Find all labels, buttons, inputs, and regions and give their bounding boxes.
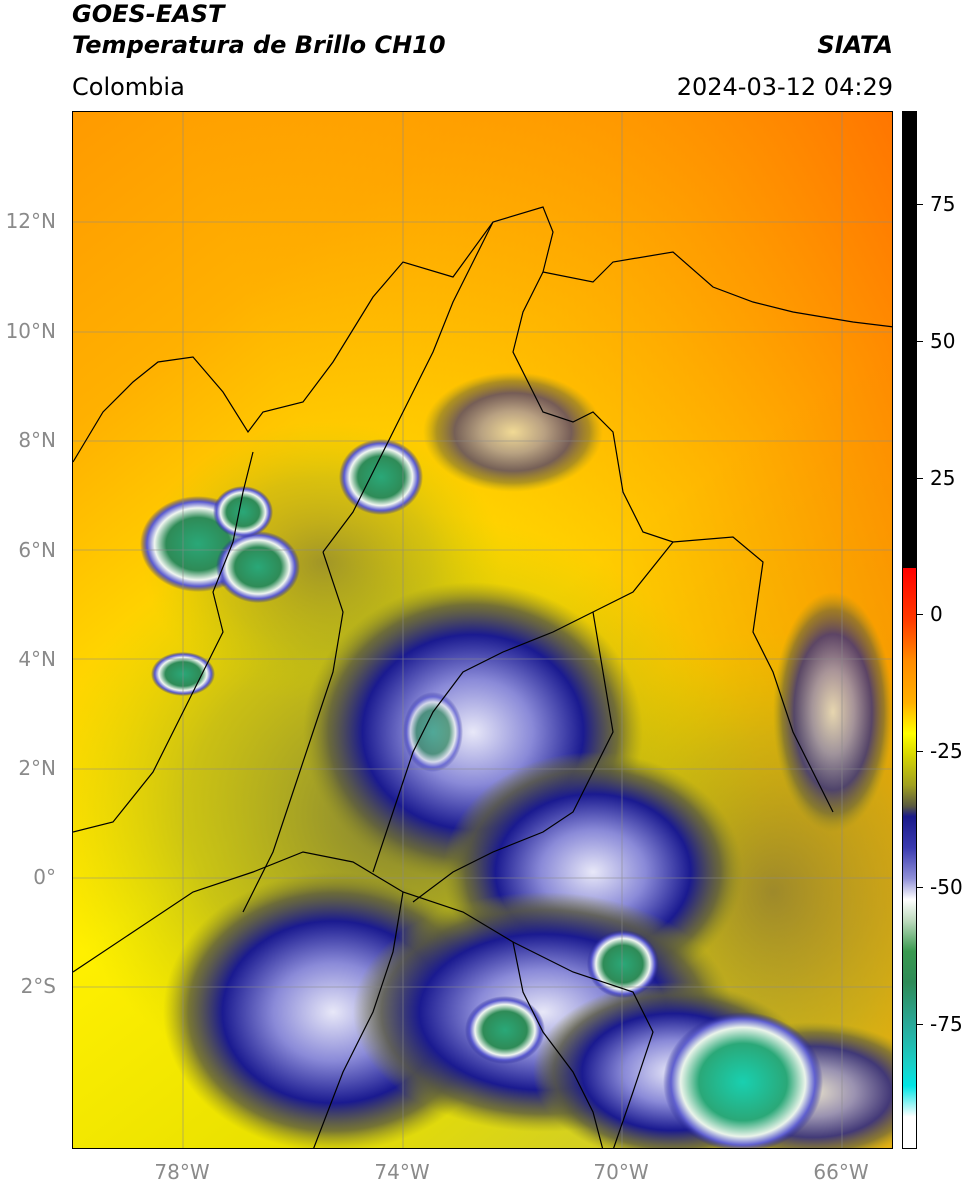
product-title: Temperatura de Brillo CH10 — [72, 31, 446, 59]
lat-label-4n: 4°N — [18, 647, 56, 671]
colorbar — [902, 111, 917, 1149]
colorbar-label-neg50: -50 — [930, 875, 963, 899]
borders — [73, 206, 892, 1148]
lat-label-12n: 12°N — [5, 209, 56, 233]
satellite-map[interactable] — [72, 111, 893, 1149]
lon-label-74w: 74°W — [374, 1160, 430, 1184]
region-label: Colombia — [72, 73, 185, 101]
colorbar-label-neg25: -25 — [930, 739, 963, 763]
lat-label-10n: 10°N — [5, 319, 56, 343]
colorbar-label-25: 25 — [930, 466, 956, 490]
colorbar-label-neg75: -75 — [930, 1012, 963, 1036]
lon-label-70w: 70°W — [593, 1160, 649, 1184]
lat-label-8n: 8°N — [18, 428, 56, 452]
colorbar-label-75: 75 — [930, 192, 956, 216]
datetime-label: 2024-03-12 04:29 — [676, 73, 893, 101]
lat-label-2n: 2°N — [18, 756, 56, 780]
lat-label-equator: 0° — [33, 865, 56, 889]
lon-label-66w: 66°W — [813, 1160, 869, 1184]
colorbar-label-0: 0 — [930, 602, 943, 626]
map-imagery — [73, 112, 892, 1148]
lon-label-78w: 78°W — [154, 1160, 210, 1184]
lat-label-6n: 6°N — [18, 538, 56, 562]
lat-label-2s: 2°S — [20, 974, 56, 998]
source-label: SIATA — [817, 31, 893, 59]
satellite-title: GOES-EAST — [72, 0, 225, 28]
graticule — [73, 112, 892, 1148]
colorbar-label-50: 50 — [930, 329, 956, 353]
